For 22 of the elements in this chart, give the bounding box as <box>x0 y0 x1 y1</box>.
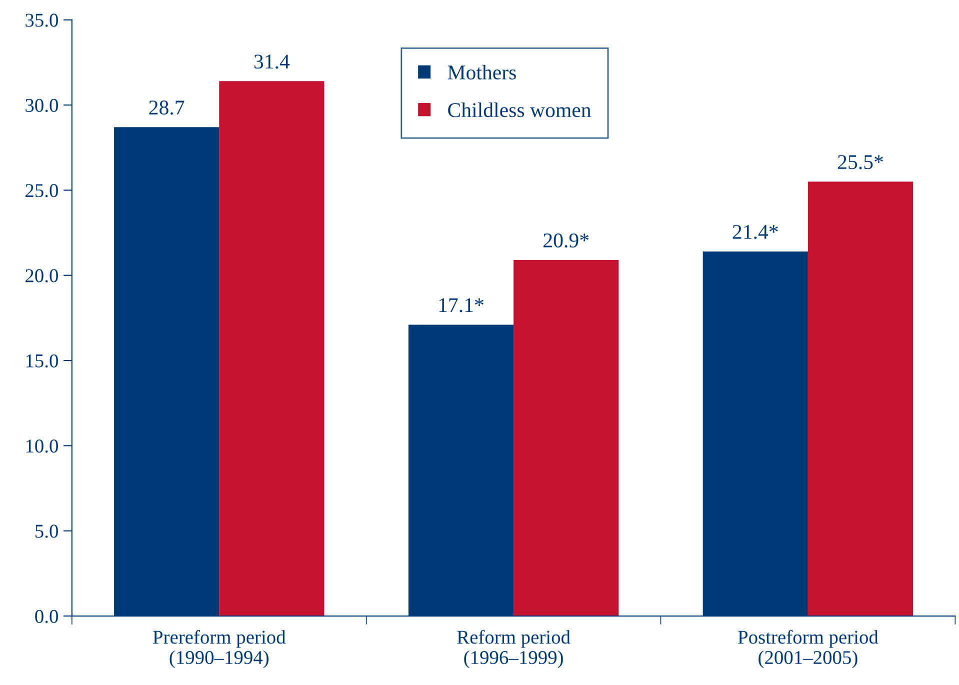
x-tick-label: Reform period (1996–1999) <box>457 630 570 668</box>
data-label: 25.5* <box>838 155 883 170</box>
legend-label: Childless women <box>448 102 592 118</box>
y-tick-label: 0.0 <box>35 610 58 624</box>
data-label: 21.4* <box>732 224 778 240</box>
bar <box>514 260 619 616</box>
y-tick-label: 35.0 <box>26 14 58 27</box>
data-label: 31.4 <box>254 54 290 69</box>
y-tick-label: 30.0 <box>26 98 58 112</box>
x-tick-label: Postreform period (2001–2005) <box>738 630 878 668</box>
data-label: 20.9* <box>544 233 589 248</box>
x-tick-label: Prereform period (1990–1994) <box>153 630 286 668</box>
y-tick-label: 15.0 <box>26 354 58 368</box>
y-tick-label: 5.0 <box>36 524 58 538</box>
y-tick-label: 25.0 <box>26 184 58 198</box>
bar <box>219 81 324 616</box>
data-label: 28.7 <box>149 100 184 115</box>
data-label: 17.1* <box>439 298 484 312</box>
y-tick-label: 10.0 <box>26 440 58 453</box>
y-tick-label: 20.0 <box>26 269 58 282</box>
bar <box>808 182 914 616</box>
legend-label: Mothers <box>448 64 516 80</box>
